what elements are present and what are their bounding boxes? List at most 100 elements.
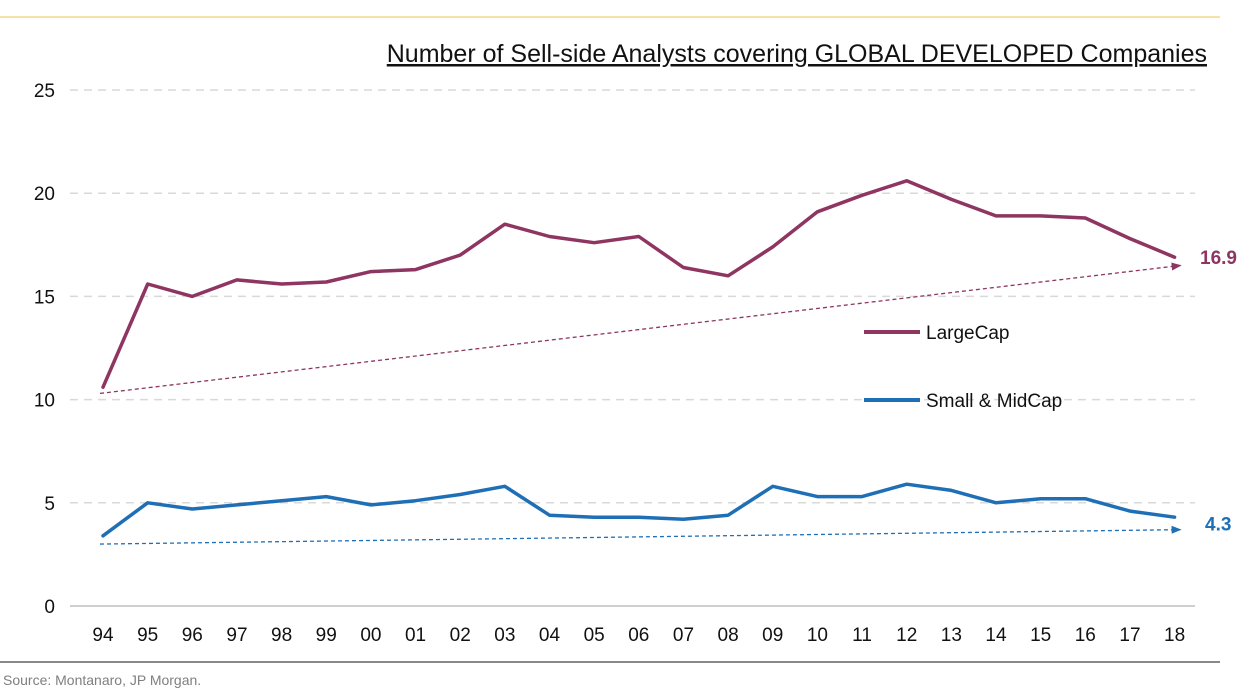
data-point-small-midcap <box>101 534 105 538</box>
legend: LargeCap Small & MidCap <box>864 323 1062 412</box>
data-point-small-midcap <box>146 501 149 504</box>
x-tick-label: 17 <box>1119 625 1140 646</box>
y-tick-label: 0 <box>44 597 55 618</box>
legend-label-largecap: LargeCap <box>926 323 1009 344</box>
x-axis-ticks: 94 95 96 97 98 99 00 01 02 03 04 05 06 07 08 09 10 11 12 13… <box>92 625 1185 646</box>
data-point-small-midcap <box>726 513 730 517</box>
data-point-largecap <box>816 210 819 213</box>
y-tick-label: 15 <box>34 287 55 308</box>
data-point-largecap <box>1084 216 1087 220</box>
x-tick-label: 07 <box>673 625 694 646</box>
data-point-small-midcap <box>369 503 373 507</box>
data-point-largecap <box>414 268 417 271</box>
x-tick-label: 96 <box>182 625 203 646</box>
x-tick-label: 13 <box>941 625 962 646</box>
data-point-largecap <box>771 245 774 249</box>
data-point-small-midcap <box>905 483 908 486</box>
x-tick-label: 15 <box>1030 625 1051 646</box>
legend-item-largecap: LargeCap <box>864 323 1009 344</box>
data-point-largecap <box>548 235 551 238</box>
data-point-small-midcap <box>325 495 328 498</box>
data-point-small-midcap <box>1173 516 1176 519</box>
x-tick-label: 11 <box>852 625 872 646</box>
x-tick-label: 99 <box>316 625 337 646</box>
data-point-largecap <box>325 280 328 284</box>
x-tick-label: 02 <box>450 625 471 646</box>
x-tick-label: 97 <box>226 625 247 646</box>
data-point-small-midcap <box>637 516 640 519</box>
x-tick-label: 06 <box>628 625 649 646</box>
data-point-small-midcap <box>816 495 819 498</box>
x-tick-label: 18 <box>1164 625 1185 646</box>
data-point-small-midcap <box>994 501 998 504</box>
data-point-small-midcap <box>1084 497 1087 500</box>
y-tick-label: 10 <box>34 391 55 412</box>
chart-title: Number of Sell-side Analysts covering GL… <box>387 40 1207 68</box>
x-tick-label: 14 <box>985 625 1007 646</box>
x-tick-label: 94 <box>92 625 114 646</box>
grid <box>70 89 1195 607</box>
y-tick-label: 25 <box>34 81 55 102</box>
data-point-small-midcap <box>548 513 551 517</box>
x-tick-label: 16 <box>1075 625 1096 646</box>
data-point-small-midcap <box>459 493 462 496</box>
data-point-largecap <box>592 241 596 244</box>
x-tick-label: 05 <box>584 625 605 646</box>
data-point-largecap <box>235 278 239 282</box>
end-labels: 16.9 4.3 <box>1200 248 1237 535</box>
data-point-largecap <box>503 222 507 226</box>
x-tick-label: 04 <box>539 625 561 646</box>
data-point-small-midcap <box>950 489 953 492</box>
data-point-small-midcap <box>191 507 194 511</box>
data-point-small-midcap <box>503 485 507 488</box>
data-point-largecap <box>191 295 194 298</box>
data-point-largecap <box>950 198 953 201</box>
legend-label-small-midcap: Small & MidCap <box>926 391 1062 412</box>
y-axis-ticks: 0 5 10 15 20 25 <box>34 81 55 618</box>
data-point-largecap <box>280 282 283 286</box>
data-point-largecap <box>459 253 462 257</box>
trend-lines <box>99 262 1182 545</box>
data-point-small-midcap <box>414 499 417 502</box>
series-line-largecap <box>101 179 1177 389</box>
data-point-largecap <box>682 266 685 269</box>
data-point-largecap <box>905 179 908 183</box>
x-tick-label: 98 <box>271 625 292 646</box>
data-point-largecap <box>994 214 998 218</box>
x-tick-label: 95 <box>137 625 158 646</box>
y-tick-label: 20 <box>34 184 55 205</box>
x-tick-label: 10 <box>807 625 828 646</box>
end-label-largecap: 16.9 <box>1200 248 1237 269</box>
data-point-largecap <box>369 270 373 273</box>
data-point-largecap <box>1173 255 1176 259</box>
x-tick-label: 09 <box>762 625 783 646</box>
x-tick-label: 00 <box>360 625 381 646</box>
data-point-largecap <box>1128 237 1132 240</box>
x-tick-label: 01 <box>405 625 426 646</box>
x-tick-label: 03 <box>494 625 515 646</box>
data-point-largecap <box>1039 214 1042 218</box>
y-tick-label: 5 <box>44 494 55 515</box>
data-point-largecap <box>146 282 149 286</box>
x-tick-label: 12 <box>896 625 917 646</box>
data-point-small-midcap <box>1128 509 1132 513</box>
data-point-small-midcap <box>860 495 864 498</box>
data-point-largecap <box>101 386 105 389</box>
end-label-small-midcap: 4.3 <box>1205 514 1231 535</box>
trend-arrow-largecap <box>99 262 1182 395</box>
data-point-small-midcap <box>771 485 774 488</box>
series-lines <box>101 179 1177 538</box>
x-tick-label: 08 <box>718 625 739 646</box>
data-point-small-midcap <box>1039 497 1042 500</box>
data-point-small-midcap <box>682 518 685 521</box>
data-point-largecap <box>860 194 864 197</box>
series-line-small-midcap <box>101 482 1177 538</box>
data-point-small-midcap <box>592 516 596 519</box>
legend-item-small-midcap: Small & MidCap <box>864 391 1062 412</box>
data-point-small-midcap <box>235 503 239 507</box>
data-point-largecap <box>726 274 730 277</box>
trend-arrow-small-midcap <box>99 525 1182 545</box>
data-point-small-midcap <box>280 499 283 502</box>
source-note: Source: Montanaro, JP Morgan. <box>3 672 201 688</box>
